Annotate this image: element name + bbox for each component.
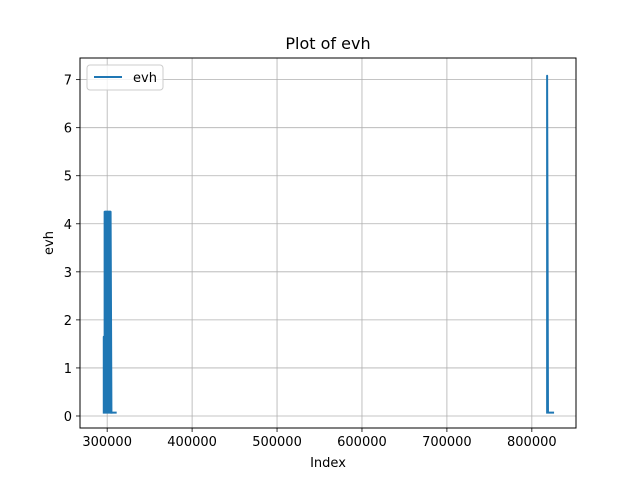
plot-frame	[79, 57, 577, 429]
y-tick-label: 3	[64, 266, 72, 281]
data-series	[102, 74, 555, 414]
series-line-evh	[102, 210, 113, 414]
x-tick-label: 800000	[507, 435, 557, 450]
x-tick-label: 400000	[167, 435, 217, 450]
x-tick-label: 300000	[82, 435, 132, 450]
grid-lines	[80, 58, 576, 428]
y-tick-label: 5	[64, 170, 72, 185]
x-tick-label: 500000	[252, 435, 302, 450]
y-tick-label: 2	[64, 314, 72, 329]
y-tick-label: 7	[64, 74, 72, 89]
chart-title: Plot of evh	[285, 34, 370, 53]
x-axis-label: Index	[310, 456, 346, 471]
legend-box	[86, 64, 164, 91]
y-tick-label: 6	[64, 122, 72, 137]
legend: evh	[86, 64, 164, 91]
series-line-evh	[546, 74, 555, 414]
y-axis-label: evh	[42, 231, 57, 255]
x-tick-label: 600000	[337, 435, 387, 450]
y-tick-label: 1	[64, 362, 72, 377]
axis-ticks: 300000 400000 500000 600000 700000 800000 0 1 2 3…	[64, 74, 557, 450]
y-tick-label: 4	[64, 218, 72, 233]
y-tick-label: 0	[64, 410, 72, 425]
x-tick-label: 700000	[422, 435, 472, 450]
legend-label: evh	[133, 71, 157, 86]
